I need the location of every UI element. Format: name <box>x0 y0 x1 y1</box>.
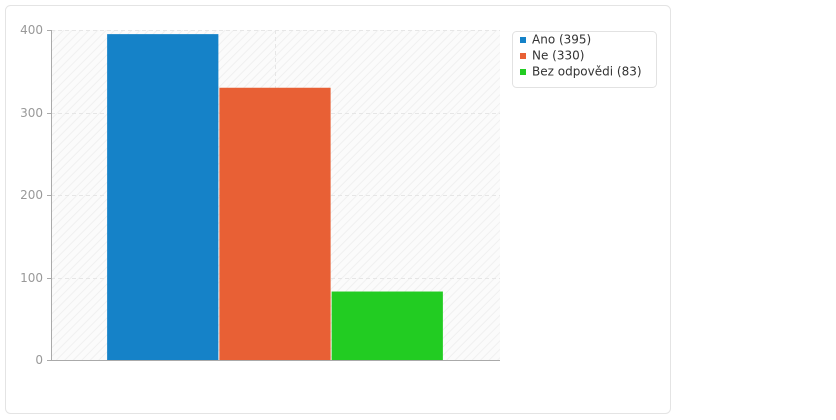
y-tick-label: 100 <box>20 271 43 285</box>
legend-label: Ano (395) <box>532 33 591 47</box>
legend-label: Ne (330) <box>532 49 584 63</box>
y-tick-label: 200 <box>20 188 43 202</box>
legend-label: Bez odpovědi (83) <box>532 65 642 79</box>
bar <box>331 291 443 360</box>
legend-swatch <box>520 69 526 75</box>
y-tick-label: 400 <box>20 23 43 37</box>
legend-swatch <box>520 37 526 43</box>
bar <box>219 87 331 360</box>
y-tick-label: 300 <box>20 106 43 120</box>
legend-box <box>512 31 657 88</box>
bar <box>107 34 219 360</box>
legend-swatch <box>520 53 526 59</box>
y-tick-label: 0 <box>35 353 43 367</box>
